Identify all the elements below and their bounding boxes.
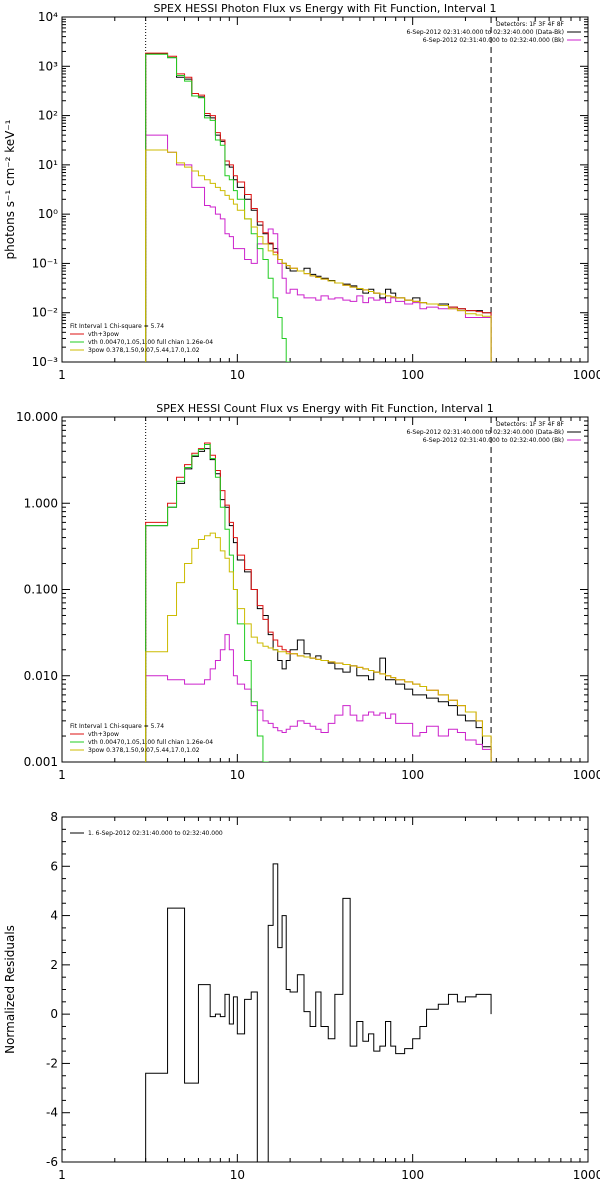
y-tick-label: 2	[50, 958, 58, 972]
y-tick-label: 10⁰	[38, 207, 58, 221]
series-data-bk	[145, 448, 492, 762]
x-tick-label: 100	[401, 768, 424, 782]
fit-legend-header: Fit Interval 1 Chi-square = 5.74	[70, 723, 164, 730]
series-vth	[145, 443, 269, 762]
y-axis-label: photons s⁻¹ cm⁻² keV⁻¹	[3, 119, 17, 259]
series-3pow	[145, 149, 492, 362]
legend-entry-label: 3pow 0.378,1.50,9.07,5.44,17.0,1.02	[88, 347, 200, 354]
legend-entry-label: 3pow 0.378,1.50,9.07,5.44,17.0,1.02	[88, 747, 200, 754]
y-tick-label: 10⁴	[38, 10, 58, 24]
y-tick-label: -6	[46, 1155, 58, 1169]
residuals-panel: 1 10 100 1000 -6 -4 -2 0 2 4 6 8 Normalized Residual…	[3, 810, 600, 1182]
x-tick-label: 10	[230, 1168, 245, 1182]
x-tick-label: 10	[230, 368, 245, 382]
series-group	[145, 52, 492, 362]
y-axis-label: Normalized Residuals	[3, 925, 17, 1054]
photon-flux-panel: SPEX HESSI Photon Flux vs Energy with Fi…	[3, 2, 600, 382]
y-tick-label: 10.000	[16, 410, 58, 424]
series-group	[145, 863, 492, 1162]
chart-title: SPEX HESSI Count Flux vs Energy with Fit…	[156, 402, 493, 415]
y-tick-label: 0	[50, 1007, 58, 1021]
chart-title: SPEX HESSI Photon Flux vs Energy with Fi…	[153, 2, 496, 15]
y-tick-label: 0.010	[24, 669, 58, 683]
plot-frame	[61, 16, 589, 363]
legend-entry-label: vth 0.00470,1.05,1.00 full chian 1.26e-0…	[88, 739, 213, 746]
count-flux-panel: SPEX HESSI Count Flux vs Energy with Fit…	[16, 402, 600, 782]
series-data-bk	[145, 53, 492, 362]
y-tick-label: 10¹	[38, 158, 58, 172]
y-tick-label: 1.000	[24, 496, 58, 510]
legend-entry-label: vth 0.00470,1.05,1.00 full chian 1.26e-0…	[88, 339, 213, 346]
y-tick-label: 8	[50, 810, 58, 824]
y-tick-label: 6	[50, 859, 58, 873]
y-tick-label: 10³	[38, 59, 58, 73]
x-tick-label: 100	[401, 368, 424, 382]
legend-entry-label: vth+3pow	[88, 331, 119, 338]
y-tick-label: 4	[50, 909, 58, 923]
legend-entry-label: 6-Sep-2012 02:31:40.000 to 02:32:40.000 …	[423, 437, 564, 444]
series-vth-3pow	[145, 52, 492, 362]
x-tick-label: 1	[58, 1168, 66, 1182]
y-tick-label: 10²	[38, 109, 58, 123]
x-tick-label: 10	[230, 768, 245, 782]
fit-legend-header: Fit Interval 1 Chi-square = 5.74	[70, 323, 164, 330]
x-tick-label: 1	[58, 768, 66, 782]
series-vth-3pow	[145, 442, 492, 762]
x-tick-label: 100	[401, 1168, 424, 1182]
x-tick-label: 1000	[573, 768, 600, 782]
y-tick-label: 10⁻³	[32, 355, 59, 369]
series-3pow	[145, 532, 492, 762]
y-tick-label: -4	[46, 1106, 58, 1120]
plot-frame	[61, 816, 589, 1163]
x-tick-label: 1000	[573, 368, 600, 382]
series-group	[145, 442, 492, 762]
legend-header: Detectors: 1F 3F 4F 8F	[496, 21, 565, 28]
legend-entry-label: 1. 6-Sep-2012 02:31:40.000 to 02:32:40.0…	[88, 830, 223, 837]
legend-entry-label: vth+3pow	[88, 731, 119, 738]
y-tick-label: -2	[46, 1056, 58, 1070]
x-tick-label: 1000	[573, 1168, 600, 1182]
series-vth	[145, 53, 291, 362]
legend-entry-label: 6-Sep-2012 02:31:40.000 to 02:32:40.000 …	[423, 37, 564, 44]
legend-header: Detectors: 1F 3F 4F 8F	[496, 421, 565, 428]
legend-entry-label: 6-Sep-2012 02:31:40.000 to 02:32:40.000 …	[406, 429, 564, 436]
series-bk	[145, 134, 492, 362]
y-tick-label: 0.001	[24, 755, 58, 769]
series-1-6-sep-2012-02-31-40-000-to-02-32-40-000	[145, 863, 492, 1162]
y-tick-label: 10⁻²	[32, 306, 59, 320]
series-bk	[145, 634, 492, 762]
x-tick-label: 1	[58, 368, 66, 382]
legend-entry-label: 6-Sep-2012 02:31:40.000 to 02:32:40.000 …	[406, 29, 564, 36]
plot-frame	[61, 416, 589, 763]
y-tick-label: 0.100	[24, 583, 58, 597]
y-tick-label: 10⁻¹	[32, 256, 59, 270]
